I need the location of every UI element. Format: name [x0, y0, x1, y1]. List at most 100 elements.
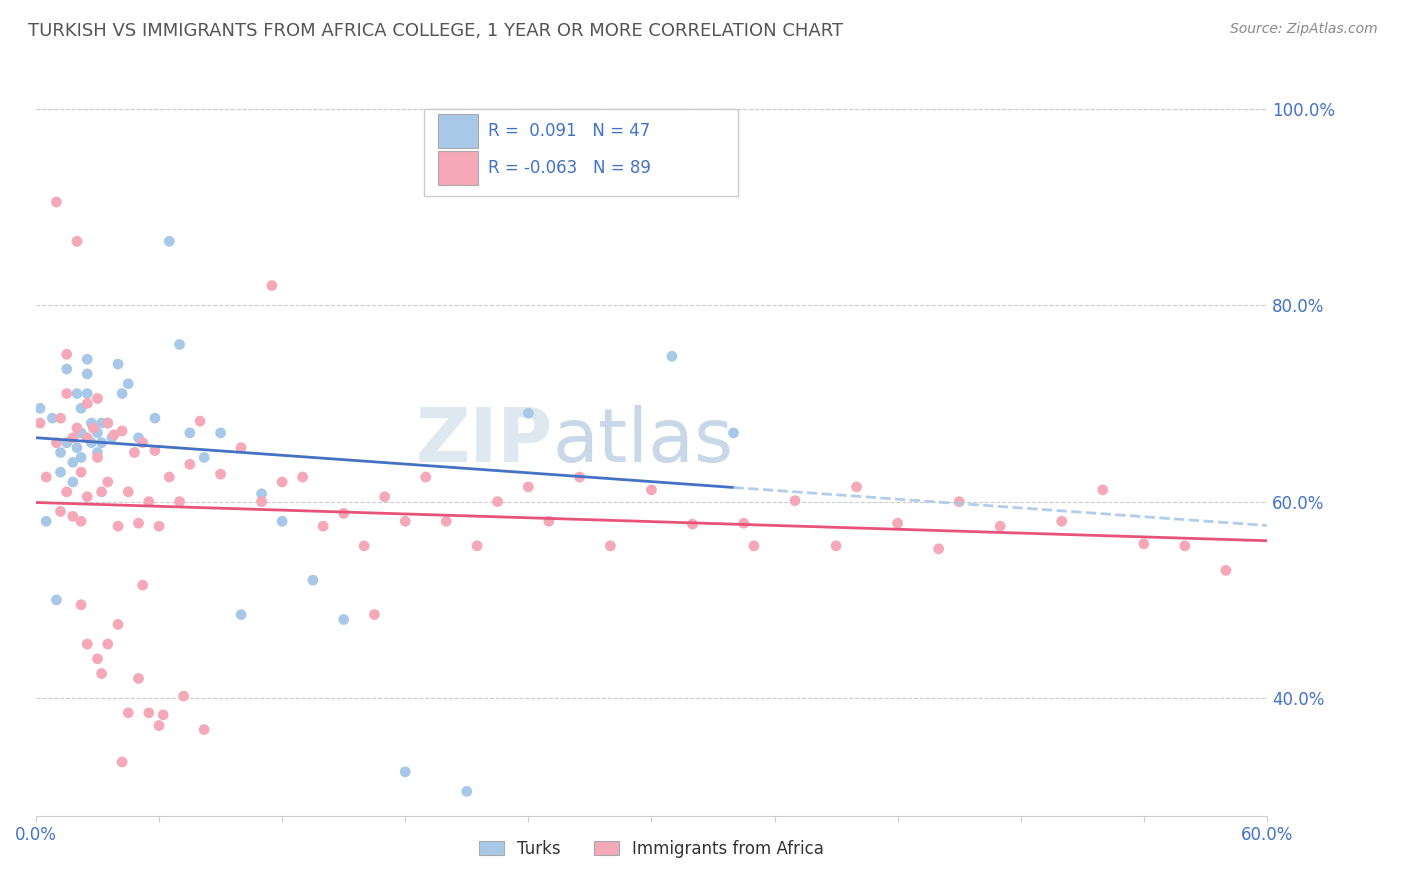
Legend: Turks, Immigrants from Africa: Turks, Immigrants from Africa — [472, 833, 831, 864]
Point — [62, 431, 84, 445]
Point — [179, 458, 201, 472]
Point — [90, 435, 112, 450]
Point — [55, 347, 77, 361]
Point — [229, 441, 252, 455]
Point — [111, 755, 134, 769]
Point — [394, 764, 416, 779]
Point — [1050, 514, 1073, 528]
Point — [374, 490, 396, 504]
Point — [169, 337, 191, 351]
Point — [302, 573, 325, 587]
Point — [86, 425, 108, 440]
Point — [70, 401, 93, 416]
Point — [332, 613, 354, 627]
Point — [101, 431, 124, 445]
Point — [568, 470, 591, 484]
Point — [107, 519, 129, 533]
Point — [517, 406, 540, 420]
Text: ZIP: ZIP — [416, 405, 553, 478]
Point — [209, 467, 232, 482]
Point — [825, 539, 848, 553]
Point — [76, 386, 98, 401]
Point — [1133, 537, 1156, 551]
Point — [681, 517, 703, 532]
Point — [97, 475, 120, 489]
Point — [845, 480, 868, 494]
Point — [271, 514, 294, 528]
Point — [76, 490, 98, 504]
Point — [80, 435, 103, 450]
Point — [97, 416, 120, 430]
Point — [434, 514, 457, 528]
Point — [117, 376, 139, 391]
Point — [28, 401, 51, 416]
Point — [456, 784, 478, 798]
Point — [90, 416, 112, 430]
Point — [733, 516, 755, 531]
Point — [143, 411, 166, 425]
Point — [86, 450, 108, 465]
Point — [332, 507, 354, 521]
Point — [312, 519, 335, 533]
Point — [363, 607, 385, 622]
Point — [90, 484, 112, 499]
Point — [62, 455, 84, 469]
Point — [35, 514, 58, 528]
Point — [742, 539, 765, 553]
Text: Source: ZipAtlas.com: Source: ZipAtlas.com — [1230, 22, 1378, 37]
Point — [70, 450, 93, 465]
Point — [66, 421, 89, 435]
Point — [229, 607, 252, 622]
Point — [49, 411, 72, 425]
Point — [599, 539, 621, 553]
Point — [148, 718, 170, 732]
Point — [179, 425, 201, 440]
Point — [157, 235, 180, 249]
Point — [1215, 563, 1237, 577]
Point — [49, 445, 72, 459]
Point — [465, 539, 488, 553]
Point — [66, 441, 89, 455]
Point — [131, 435, 153, 450]
Point — [66, 235, 89, 249]
Point — [152, 707, 174, 722]
Point — [49, 504, 72, 518]
Point — [143, 443, 166, 458]
Point — [28, 416, 51, 430]
Point — [599, 180, 621, 194]
Point — [948, 494, 970, 508]
FancyBboxPatch shape — [423, 109, 738, 195]
Point — [103, 427, 125, 442]
Point — [394, 514, 416, 528]
Point — [97, 416, 120, 430]
Point — [49, 465, 72, 479]
Text: TURKISH VS IMMIGRANTS FROM AFRICA COLLEGE, 1 YEAR OR MORE CORRELATION CHART: TURKISH VS IMMIGRANTS FROM AFRICA COLLEG… — [28, 22, 844, 40]
Point — [209, 425, 232, 440]
Point — [291, 470, 314, 484]
Text: R =  0.091   N = 47: R = 0.091 N = 47 — [488, 122, 650, 140]
Point — [70, 425, 93, 440]
Point — [86, 392, 108, 406]
Point — [138, 706, 160, 720]
Point — [517, 480, 540, 494]
Point — [1091, 483, 1114, 497]
Point — [486, 494, 509, 508]
Point — [66, 386, 89, 401]
Point — [41, 411, 63, 425]
Point — [97, 637, 120, 651]
Point — [55, 362, 77, 376]
Point — [886, 516, 908, 531]
Point — [86, 652, 108, 666]
Point — [76, 431, 98, 445]
Point — [117, 484, 139, 499]
Point — [45, 435, 67, 450]
Point — [55, 435, 77, 450]
Point — [76, 396, 98, 410]
Point — [70, 598, 93, 612]
Text: R = -0.063   N = 89: R = -0.063 N = 89 — [488, 159, 651, 177]
Point — [117, 706, 139, 720]
Point — [128, 431, 150, 445]
Point — [353, 539, 375, 553]
Point — [107, 357, 129, 371]
Point — [723, 425, 745, 440]
